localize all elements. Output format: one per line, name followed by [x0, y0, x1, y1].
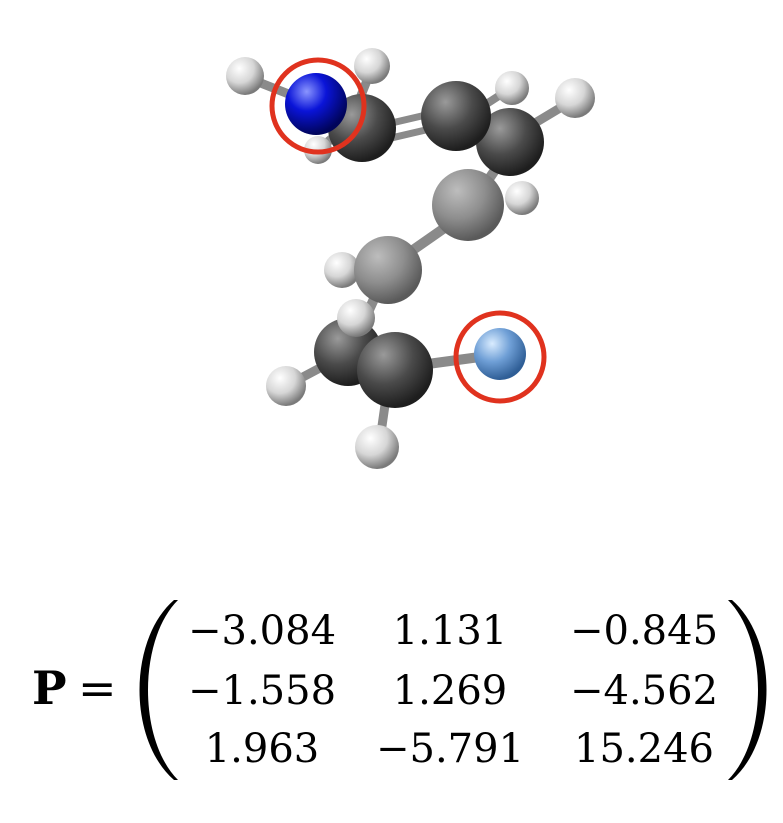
- hydrogen-atom: [555, 78, 595, 118]
- hydrogen-atom: [226, 57, 264, 95]
- matrix-cell: −5.791: [376, 726, 524, 772]
- matrix-symbol: P: [32, 661, 67, 715]
- hydrogen-atom: [495, 71, 529, 105]
- matrix-equation: P = −3.084 1.131 −0.845 −1.558 1.269 −4.…: [0, 540, 783, 800]
- matrix-cells: −3.084 1.131 −0.845 −1.558 1.269 −4.562 …: [188, 608, 718, 772]
- matrix-cell: 15.246: [574, 726, 714, 772]
- hydrogen-atom: [266, 366, 306, 406]
- hydrogen-atom: [337, 299, 375, 337]
- matrix-cell: −0.845: [570, 608, 718, 654]
- hydrogen-atom: [355, 425, 399, 469]
- carbon-atom: [432, 169, 504, 241]
- carbon-atom: [357, 332, 433, 408]
- matrix-cell: 1.131: [393, 608, 508, 654]
- carbon-atom: [354, 236, 422, 304]
- nitrogen-atom: [285, 73, 347, 135]
- hydrogen-atom: [354, 48, 390, 84]
- matrix-cell: 1.963: [205, 726, 320, 772]
- matrix-cell: −4.562: [570, 668, 718, 714]
- matrix-cell: 1.269: [393, 668, 508, 714]
- hydrogen-atom: [505, 181, 539, 215]
- left-parenthesis: [140, 600, 179, 780]
- matrix-cell: −1.558: [188, 668, 336, 714]
- right-parenthesis: [728, 600, 767, 780]
- molecule-diagram: [0, 0, 783, 500]
- light-blue-atom: [474, 328, 526, 380]
- matrix-cell: −3.084: [188, 608, 336, 654]
- carbon-atom: [421, 81, 491, 151]
- atoms: [226, 48, 595, 469]
- equals-sign: =: [78, 661, 117, 715]
